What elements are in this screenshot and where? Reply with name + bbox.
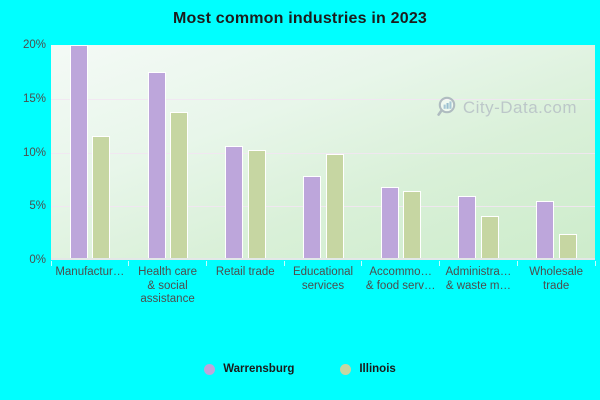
chart-title: Most common industries in 2023 xyxy=(172,10,428,27)
x-category-label-4: Accommo… & food serv… xyxy=(365,266,436,292)
bar-warrensburg-6 xyxy=(536,200,555,258)
x-tick xyxy=(205,261,207,266)
x-category-label-5: Administra… & waste m… xyxy=(445,266,512,292)
bar-illinois-1 xyxy=(170,112,189,258)
x-category-label-1: Health care & social assistance xyxy=(138,266,197,305)
bar-illinois-4 xyxy=(403,190,422,258)
bar-warrensburg-0 xyxy=(69,45,88,258)
watermark-text: City-Data.com xyxy=(462,97,577,117)
bar-warrensburg-4 xyxy=(380,186,399,258)
legend-label: Warrensburg xyxy=(223,363,295,375)
x-tick xyxy=(50,261,52,266)
bar-warrensburg-1 xyxy=(147,71,166,258)
x-category-label-2: Retail trade xyxy=(215,266,275,278)
bar-illinois-5 xyxy=(480,216,499,258)
bar-warrensburg-3 xyxy=(303,176,321,258)
x-tick xyxy=(594,261,596,266)
gridline-5% xyxy=(51,206,595,208)
gridline-10% xyxy=(51,152,595,154)
x-tick xyxy=(128,261,130,266)
bar-warrensburg-2 xyxy=(225,146,244,258)
gridline-15% xyxy=(51,98,595,100)
watermark: City-Data.com xyxy=(436,95,577,120)
magnifier-bars-icon xyxy=(436,95,460,120)
legend-label: Illinois xyxy=(359,363,396,375)
y-tick-label: 20% xyxy=(22,39,46,51)
bar-warrensburg-5 xyxy=(458,196,477,258)
x-category-label-0: Manufactur… xyxy=(55,266,125,278)
y-tick-label: 15% xyxy=(22,92,46,105)
legend-dot-icon xyxy=(340,363,352,375)
bar-illinois-3 xyxy=(325,153,344,258)
bar-illinois-6 xyxy=(558,233,577,258)
bar-illinois-2 xyxy=(247,150,266,258)
y-tick-label: 10% xyxy=(22,146,46,159)
bar-illinois-0 xyxy=(92,135,111,258)
legend-item-illinois: Illinois xyxy=(340,363,396,375)
x-tick xyxy=(361,261,363,266)
y-tick-label: 5% xyxy=(29,200,46,213)
x-category-label-6: Wholesale trade xyxy=(529,266,583,292)
plot-area: City-Data.com xyxy=(51,45,595,260)
x-tick xyxy=(439,261,441,266)
x-category-label-3: Educational services xyxy=(292,266,354,292)
legend: Warrensburg Illinois xyxy=(0,363,600,375)
legend-dot-icon xyxy=(204,363,216,375)
x-tick xyxy=(516,261,518,266)
legend-item-warrensburg: Warrensburg xyxy=(204,363,294,375)
y-tick-label: 0% xyxy=(29,254,46,266)
x-tick xyxy=(283,261,285,266)
